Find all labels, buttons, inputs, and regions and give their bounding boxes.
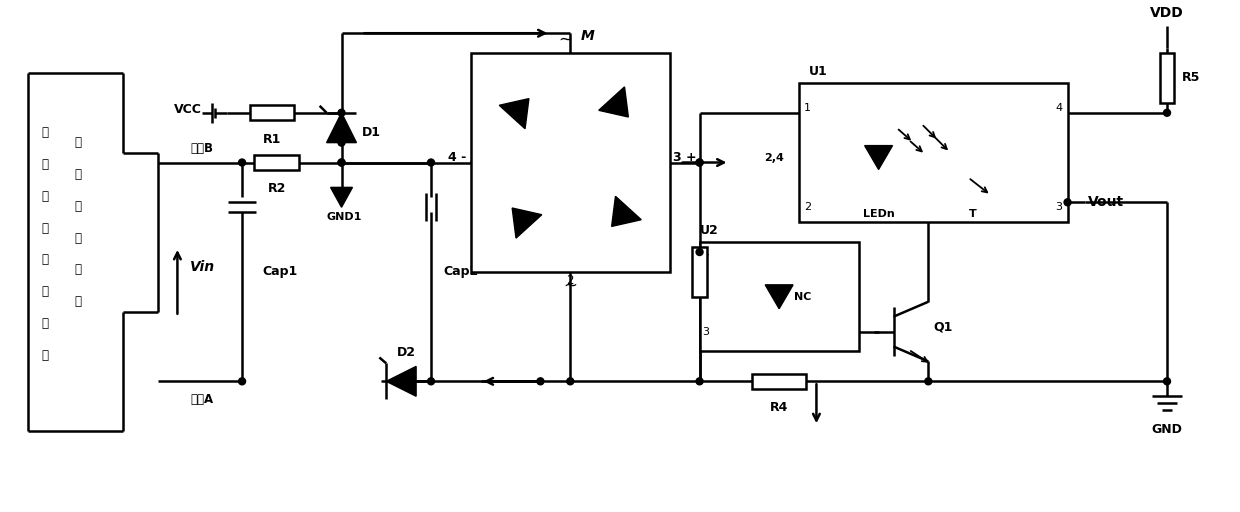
Text: ~: ~	[563, 277, 578, 295]
Text: 点: 点	[42, 253, 48, 266]
Text: 3: 3	[703, 327, 709, 336]
Text: 1: 1	[804, 103, 811, 113]
Text: 3 +: 3 +	[673, 151, 697, 164]
Text: T: T	[970, 209, 977, 219]
Bar	[254, 155, 299, 170]
Text: 2,4: 2,4	[764, 153, 784, 162]
Text: 4: 4	[1055, 103, 1063, 113]
Text: R1: R1	[263, 133, 281, 146]
Text: D1: D1	[361, 126, 381, 139]
Text: M: M	[580, 29, 594, 43]
Circle shape	[1064, 199, 1071, 206]
Text: 出: 出	[74, 295, 82, 308]
Polygon shape	[611, 196, 641, 226]
Text: 4 -: 4 -	[448, 151, 466, 164]
Polygon shape	[500, 99, 529, 129]
Circle shape	[696, 159, 703, 166]
Circle shape	[428, 159, 434, 166]
Text: 出: 出	[42, 317, 48, 330]
Bar	[471, 53, 670, 272]
Polygon shape	[331, 187, 352, 207]
Text: 顿: 顿	[74, 200, 82, 213]
Polygon shape	[387, 367, 417, 396]
Circle shape	[339, 109, 345, 116]
Bar	[1159, 53, 1174, 103]
Text: 1: 1	[703, 247, 709, 257]
Text: 电: 电	[42, 158, 48, 171]
Text: 器: 器	[42, 190, 48, 203]
Text: VDD: VDD	[1151, 6, 1184, 20]
Text: Q1: Q1	[934, 320, 952, 333]
Circle shape	[238, 159, 246, 166]
Polygon shape	[599, 87, 629, 117]
Text: 2: 2	[567, 274, 574, 287]
Bar	[249, 105, 294, 120]
Circle shape	[339, 159, 345, 166]
Circle shape	[1163, 378, 1171, 385]
Text: 输: 输	[42, 285, 48, 298]
Text: 林: 林	[74, 168, 82, 181]
Text: 管: 管	[74, 231, 82, 245]
Text: R4: R4	[770, 401, 789, 414]
Text: U2: U2	[699, 224, 718, 237]
Bar	[692, 247, 707, 297]
Text: U1: U1	[808, 65, 828, 78]
Text: 或: 或	[42, 349, 48, 362]
Text: 达: 达	[74, 136, 82, 149]
Text: LEDn: LEDn	[863, 209, 894, 219]
Text: 继: 继	[42, 126, 48, 139]
Circle shape	[696, 248, 703, 255]
Text: Vout: Vout	[1087, 195, 1123, 209]
Text: 输: 输	[74, 264, 82, 276]
Text: R2: R2	[268, 182, 286, 196]
Bar	[699, 242, 858, 351]
Text: 2: 2	[804, 202, 811, 212]
Text: R5: R5	[1182, 72, 1200, 84]
Text: 3: 3	[1055, 202, 1063, 212]
Polygon shape	[512, 208, 542, 238]
Text: GND: GND	[1152, 423, 1183, 436]
Text: 触: 触	[42, 222, 48, 234]
Text: D2: D2	[397, 347, 415, 359]
Text: GND1: GND1	[327, 212, 362, 222]
Text: 输入A: 输入A	[191, 393, 213, 406]
Circle shape	[696, 378, 703, 385]
Text: Cap1: Cap1	[262, 265, 298, 279]
Text: 输入B: 输入B	[191, 141, 213, 155]
Polygon shape	[326, 113, 356, 143]
Text: R3: R3	[714, 265, 733, 279]
Circle shape	[339, 139, 345, 146]
Text: NC: NC	[794, 292, 811, 302]
Polygon shape	[864, 145, 893, 169]
Bar	[799, 83, 1068, 222]
Text: Vin: Vin	[190, 260, 215, 274]
Circle shape	[567, 378, 574, 385]
Circle shape	[537, 378, 544, 385]
Polygon shape	[765, 285, 794, 309]
Text: Cap2: Cap2	[443, 265, 479, 279]
Text: ~: ~	[558, 30, 573, 48]
Text: VCC: VCC	[175, 103, 202, 116]
Circle shape	[428, 378, 434, 385]
Circle shape	[925, 378, 931, 385]
Bar	[751, 374, 806, 389]
Circle shape	[339, 159, 345, 166]
Circle shape	[238, 378, 246, 385]
Circle shape	[696, 159, 703, 166]
Circle shape	[1163, 109, 1171, 116]
